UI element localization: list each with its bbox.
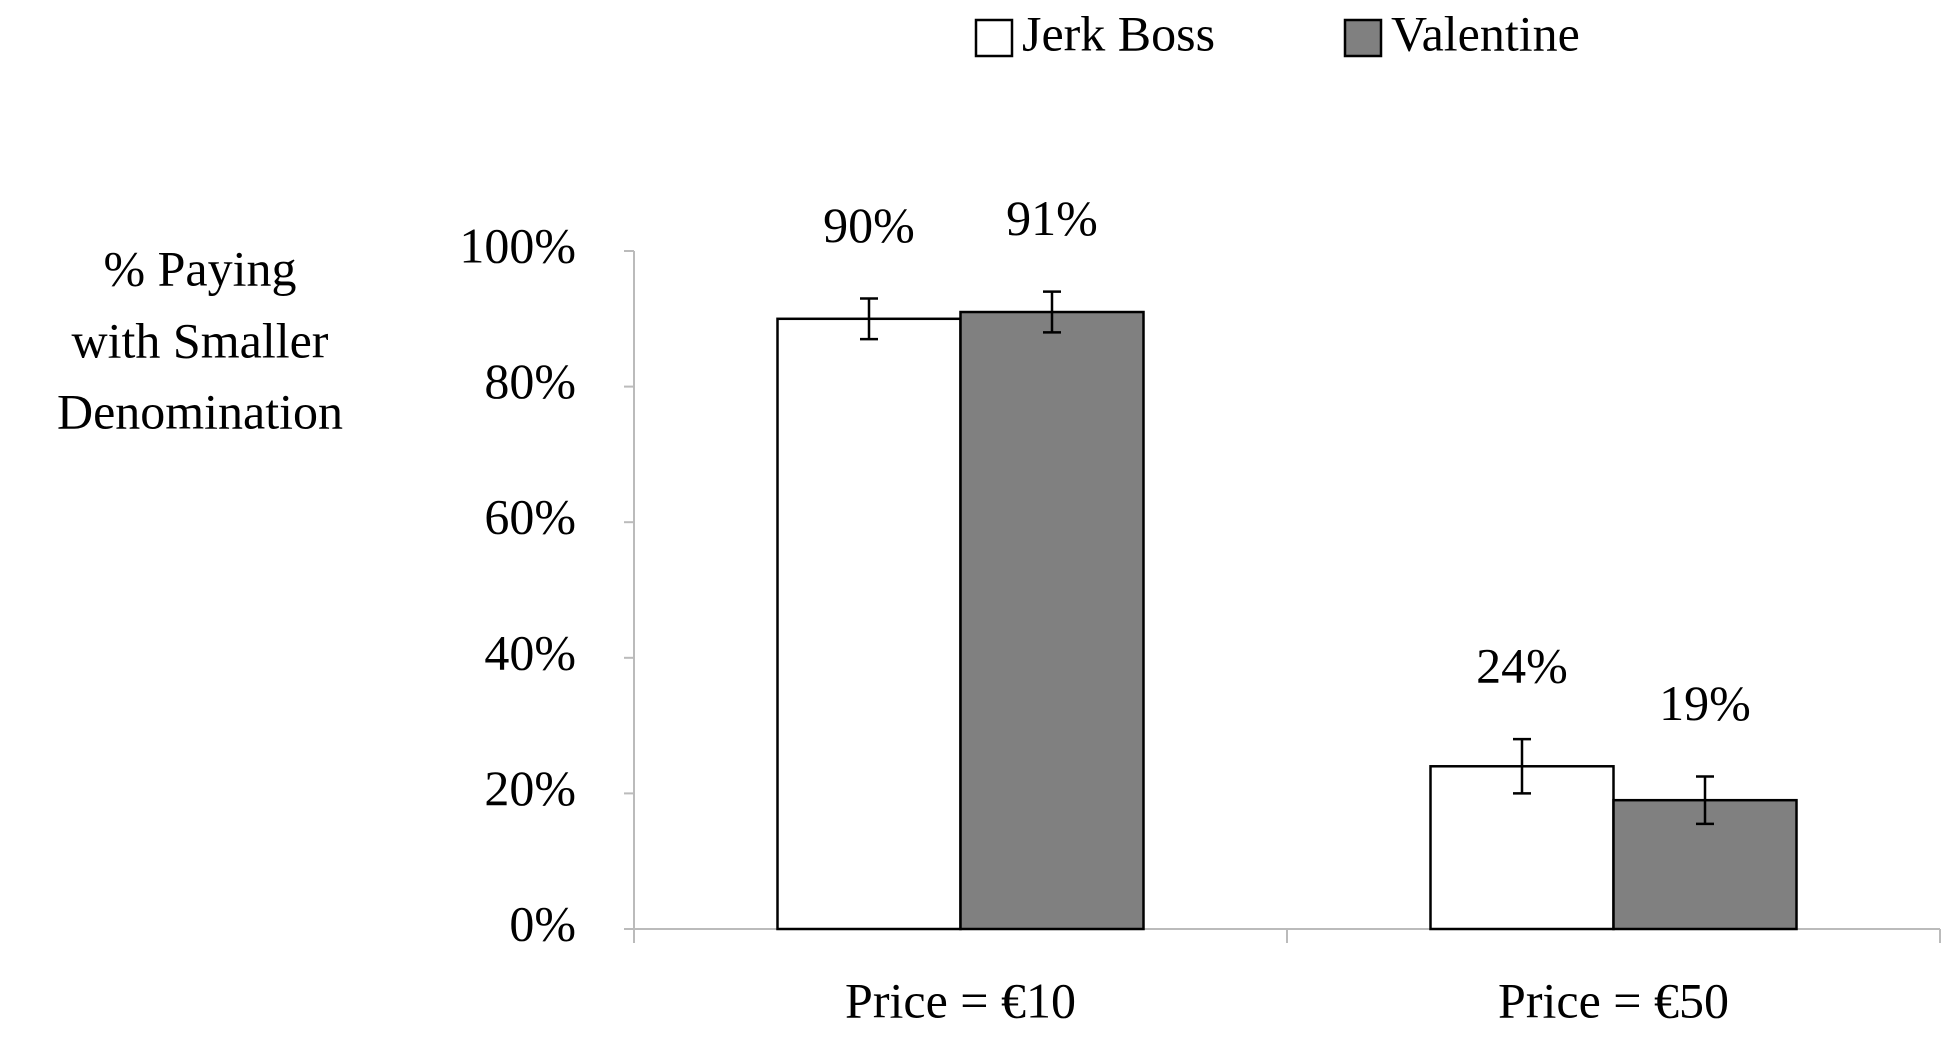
bar [776,317,962,931]
value-label: 24% [1476,638,1568,694]
error-bar [1043,290,1061,334]
x-tick-label: Price = €50 [1498,972,1729,1028]
legend-swatch [1343,18,1383,58]
y-axis-label: with Smaller [72,312,329,368]
bar [959,310,1145,931]
x-tick-label: Price = €10 [845,972,1076,1028]
value-label: 19% [1659,675,1751,731]
value-label: 90% [823,197,915,253]
y-tick-label: 0% [509,895,576,951]
value-label: 91% [1006,190,1098,246]
legend-label: Jerk Boss [1022,5,1215,61]
error-bar [1696,775,1714,826]
y-axis-label: Denomination [57,383,343,439]
legend-label: Valentine [1391,5,1580,61]
y-tick-label: 100% [459,217,576,273]
y-tick-label: 40% [484,624,576,680]
error-bar [860,297,878,341]
y-tick-label: 20% [484,760,576,816]
y-axis-label: % Paying [103,240,296,296]
error-bar [1513,737,1531,795]
y-tick-label: 80% [484,353,576,409]
y-tick-label: 60% [484,489,576,545]
legend-swatch [974,18,1014,58]
